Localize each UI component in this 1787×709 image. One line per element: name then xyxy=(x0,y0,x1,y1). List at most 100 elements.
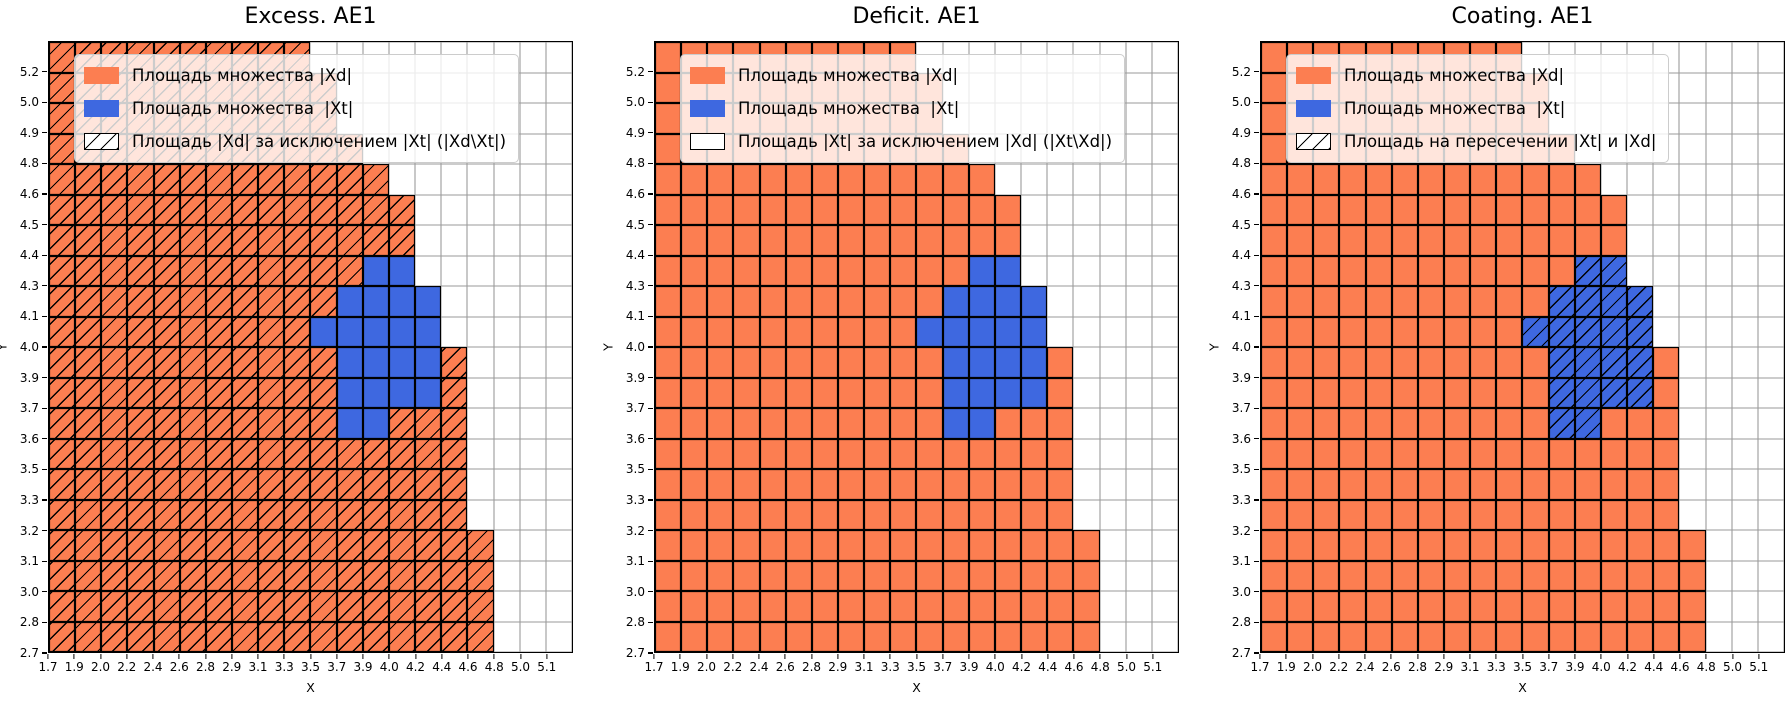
grid-cell-empty xyxy=(441,225,467,256)
grid-cell-xd xyxy=(336,621,363,652)
grid-cell-xd xyxy=(916,255,943,286)
grid-cell-xd xyxy=(1574,469,1601,500)
grid-cell-xd xyxy=(1021,469,1048,500)
grid-cell-xd xyxy=(1021,591,1048,622)
grid-cell-empty xyxy=(1152,591,1178,622)
grid-cell-xd xyxy=(205,621,233,652)
grid-cell-xd xyxy=(1574,560,1601,591)
grid-cell-xd xyxy=(75,438,102,469)
grid-cell-xt xyxy=(362,316,389,347)
grid-cell-empty xyxy=(546,439,572,470)
grid-cell-empty xyxy=(1653,317,1679,348)
grid-cell-xd xyxy=(1522,438,1549,469)
grid-cell-xd xyxy=(1287,560,1314,591)
x-tick-mark xyxy=(968,654,970,659)
grid-cell-xd xyxy=(258,560,285,591)
grid-cell-empty xyxy=(1126,347,1152,378)
grid-cell-xd xyxy=(101,591,128,622)
x-tick-mark xyxy=(1099,654,1101,659)
y-tick-label: 4.8 xyxy=(19,156,39,171)
subplot-coating: Coating. AE1 Y 2.7 2.8 3.0 3.1 3.2 3.3 3.5 3.6 3… xyxy=(1207,4,1785,695)
grid-cell-xd xyxy=(1470,438,1497,469)
grid-cell-xd xyxy=(1548,621,1575,652)
grid-cell-xd xyxy=(310,347,337,378)
grid-cell-xd xyxy=(1391,621,1418,652)
grid-cell-xd xyxy=(1522,164,1549,195)
grid-cell-xd xyxy=(1548,438,1575,469)
y-tick-label: 3.9 xyxy=(625,370,645,385)
grid-cell-empty xyxy=(1732,103,1758,134)
grid-cell-empty xyxy=(1627,256,1653,287)
grid-cell-xd xyxy=(1313,591,1340,622)
grid-cell-xt xyxy=(362,377,389,408)
y-tick-label: 4.5 xyxy=(625,217,645,232)
grid-cell-xd xyxy=(1679,560,1706,591)
grid-cell-xd xyxy=(1470,499,1497,530)
grid-cell-xd xyxy=(655,103,682,134)
grid-cell-xd xyxy=(655,194,682,225)
y-tick-label: 5.2 xyxy=(625,64,645,79)
grid-cell-xd xyxy=(1444,377,1471,408)
grid-cell-xd xyxy=(49,621,76,652)
grid-cell-empty xyxy=(520,347,546,378)
grid-cell-xd xyxy=(1339,560,1366,591)
grid-cell-xd xyxy=(153,255,180,286)
grid-cell-empty xyxy=(1100,530,1126,561)
grid-cell-xt xyxy=(994,377,1022,408)
grid-cell-xd xyxy=(1021,530,1048,561)
grid-cell-xd xyxy=(467,591,494,622)
y-tick-label: 4.0 xyxy=(19,340,39,354)
grid-cell-xd xyxy=(101,438,128,469)
grid-cell-empty xyxy=(467,378,493,409)
grid-cell-empty xyxy=(1758,500,1784,531)
grid-cell-xd xyxy=(310,225,337,256)
grid-cell-xd xyxy=(205,499,233,530)
grid-cell-xd xyxy=(258,194,285,225)
y-tick-mark xyxy=(648,407,653,409)
grid-cell-xd xyxy=(655,164,682,195)
grid-cell-empty xyxy=(1047,195,1073,226)
y-tick-label: 3.1 xyxy=(19,554,39,569)
grid-cell-xt xyxy=(942,316,969,347)
grid-cell-xd xyxy=(1496,194,1523,225)
grid-cell-xd xyxy=(759,438,786,469)
grid-cell-xd xyxy=(415,499,442,530)
grid-cell-xd xyxy=(179,286,206,317)
grid-cell-xd xyxy=(1627,469,1654,500)
grid-cell-xd xyxy=(284,408,311,439)
grid-cell-xd xyxy=(1496,438,1523,469)
grid-cell-xd xyxy=(232,530,259,561)
grid-cell-xd xyxy=(811,591,839,622)
x-tick-label: 5.0 xyxy=(510,660,531,674)
grid-cell-empty xyxy=(494,561,520,592)
grid-cell-xd xyxy=(127,408,154,439)
grid-cell-xd xyxy=(127,499,154,530)
grid-cell-xd xyxy=(1261,316,1288,347)
grid-cell-xd xyxy=(968,469,995,500)
grid-cell-xd xyxy=(205,164,233,195)
grid-cell-xd xyxy=(1287,438,1314,469)
grid-cell-empty xyxy=(1679,164,1705,195)
y-tick-mark xyxy=(648,285,653,287)
grid-cell-empty xyxy=(1679,225,1705,256)
grid-cell-xd xyxy=(1391,560,1418,591)
grid-cell-empty xyxy=(1100,378,1126,409)
grid-cell-xd xyxy=(75,499,102,530)
grid-cell-xd xyxy=(1600,591,1628,622)
grid-cell-xd xyxy=(1600,621,1628,652)
grid-cell-xd xyxy=(388,591,416,622)
grid-cell-xd xyxy=(153,591,180,622)
grid-cell-xd xyxy=(864,255,891,286)
grid-cell-xd xyxy=(258,347,285,378)
grid-cell-empty xyxy=(546,469,572,500)
grid-cell-xd xyxy=(284,255,311,286)
grid-cell-xd xyxy=(1287,316,1314,347)
grid-cell-empty xyxy=(441,195,467,226)
grid-cell-xt xyxy=(1600,347,1628,378)
grid-cell-xd xyxy=(310,591,337,622)
grid-cell-xd xyxy=(1600,530,1628,561)
grid-cell-xd xyxy=(1653,469,1680,500)
grid-cell-xd xyxy=(1522,255,1549,286)
grid-cell-xd xyxy=(1653,591,1680,622)
grid-cell-xd xyxy=(864,499,891,530)
